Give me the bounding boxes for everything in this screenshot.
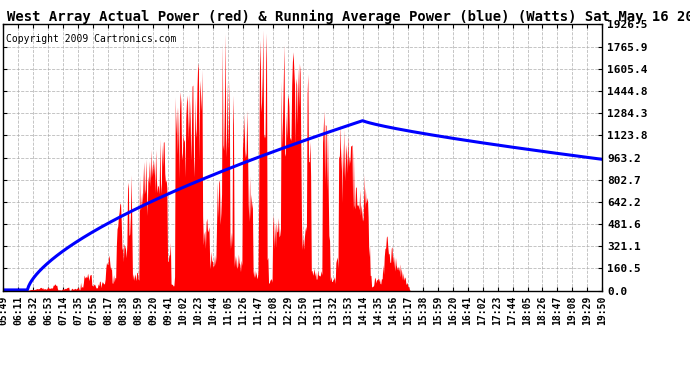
Text: Copyright 2009 Cartronics.com: Copyright 2009 Cartronics.com [6, 34, 177, 44]
Text: West Array Actual Power (red) & Running Average Power (blue) (Watts) Sat May 16 : West Array Actual Power (red) & Running … [7, 9, 690, 24]
